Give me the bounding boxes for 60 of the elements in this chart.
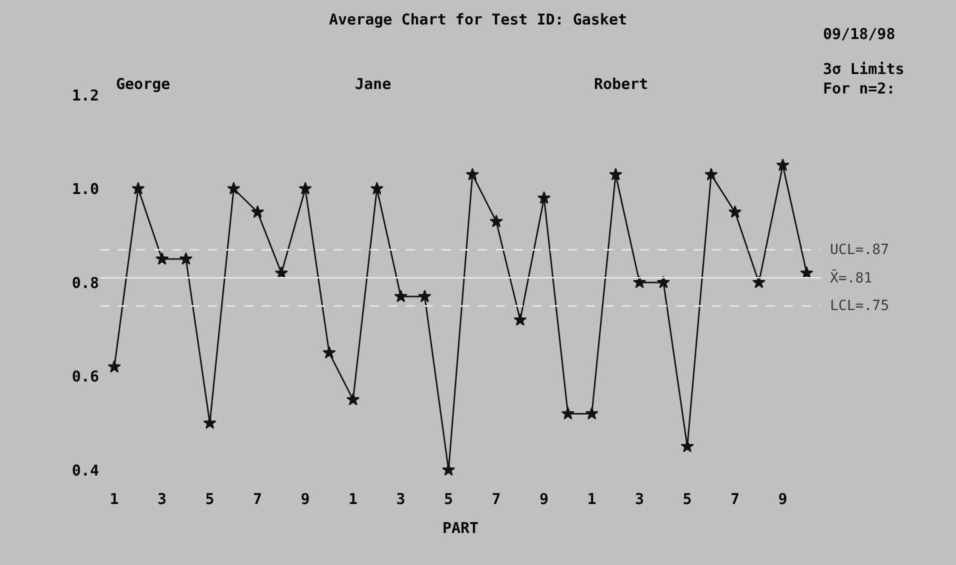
point <box>561 406 575 420</box>
point <box>752 276 766 288</box>
point <box>800 266 814 279</box>
point <box>203 416 216 429</box>
point <box>442 463 456 476</box>
x-tick-label: 7 <box>730 490 740 508</box>
point <box>250 205 264 218</box>
point <box>776 158 790 172</box>
point <box>609 168 622 180</box>
x-tick-label: 3 <box>396 490 406 508</box>
point <box>298 182 312 194</box>
y-tick-label: 0.4 <box>72 461 99 480</box>
point <box>514 313 527 326</box>
ref-line-label: UCL=.87 <box>830 242 890 258</box>
point <box>728 205 742 218</box>
point <box>155 252 169 265</box>
x-tick-label: 9 <box>778 490 788 508</box>
x-tick-label: 1 <box>110 490 119 508</box>
x-tick-label: 5 <box>444 490 454 508</box>
point <box>227 182 240 194</box>
x-tick-label: 3 <box>158 490 167 508</box>
y-tick-label: 0.8 <box>72 274 99 292</box>
x-tick-label: 3 <box>635 490 644 508</box>
text: Robert <box>594 75 648 93</box>
x-tick-label: 9 <box>300 490 310 508</box>
point <box>656 276 670 288</box>
text: George <box>116 75 170 93</box>
point <box>466 168 480 180</box>
text: 3σ Limits For n=2: <box>823 60 904 98</box>
x-tick-label: 5 <box>205 490 214 508</box>
chart-title: Average Chart for Test ID: Gasket <box>328 10 628 29</box>
x-tick-label: 9 <box>540 490 549 508</box>
point <box>490 214 503 228</box>
ref-line-label: X̄=.81 <box>830 269 872 287</box>
point <box>108 360 121 373</box>
point <box>346 392 360 406</box>
point <box>680 440 694 452</box>
text: Jane <box>355 75 392 93</box>
point <box>394 290 408 302</box>
x-tick-label: 7 <box>492 490 501 508</box>
point <box>132 182 145 194</box>
y-tick-label: 1.0 <box>72 180 99 198</box>
point <box>632 276 646 288</box>
x-tick-label: 1 <box>587 490 596 508</box>
point <box>322 346 336 359</box>
x-tick-label: 7 <box>253 490 262 508</box>
x-tick-label: 5 <box>682 490 692 508</box>
point <box>704 168 718 180</box>
point <box>537 191 551 204</box>
point <box>418 290 432 302</box>
text: 09/18/98 <box>823 25 896 43</box>
y-tick-label: 0.6 <box>72 368 99 386</box>
point <box>585 406 598 420</box>
x-axis-title: PART <box>442 519 479 537</box>
ref-line-label: LCL=.75 <box>830 298 890 314</box>
x-tick-label: 1 <box>348 490 358 508</box>
point <box>274 266 288 279</box>
point <box>370 182 384 194</box>
y-tick-label: 1.2 <box>72 86 99 104</box>
point <box>179 252 193 265</box>
